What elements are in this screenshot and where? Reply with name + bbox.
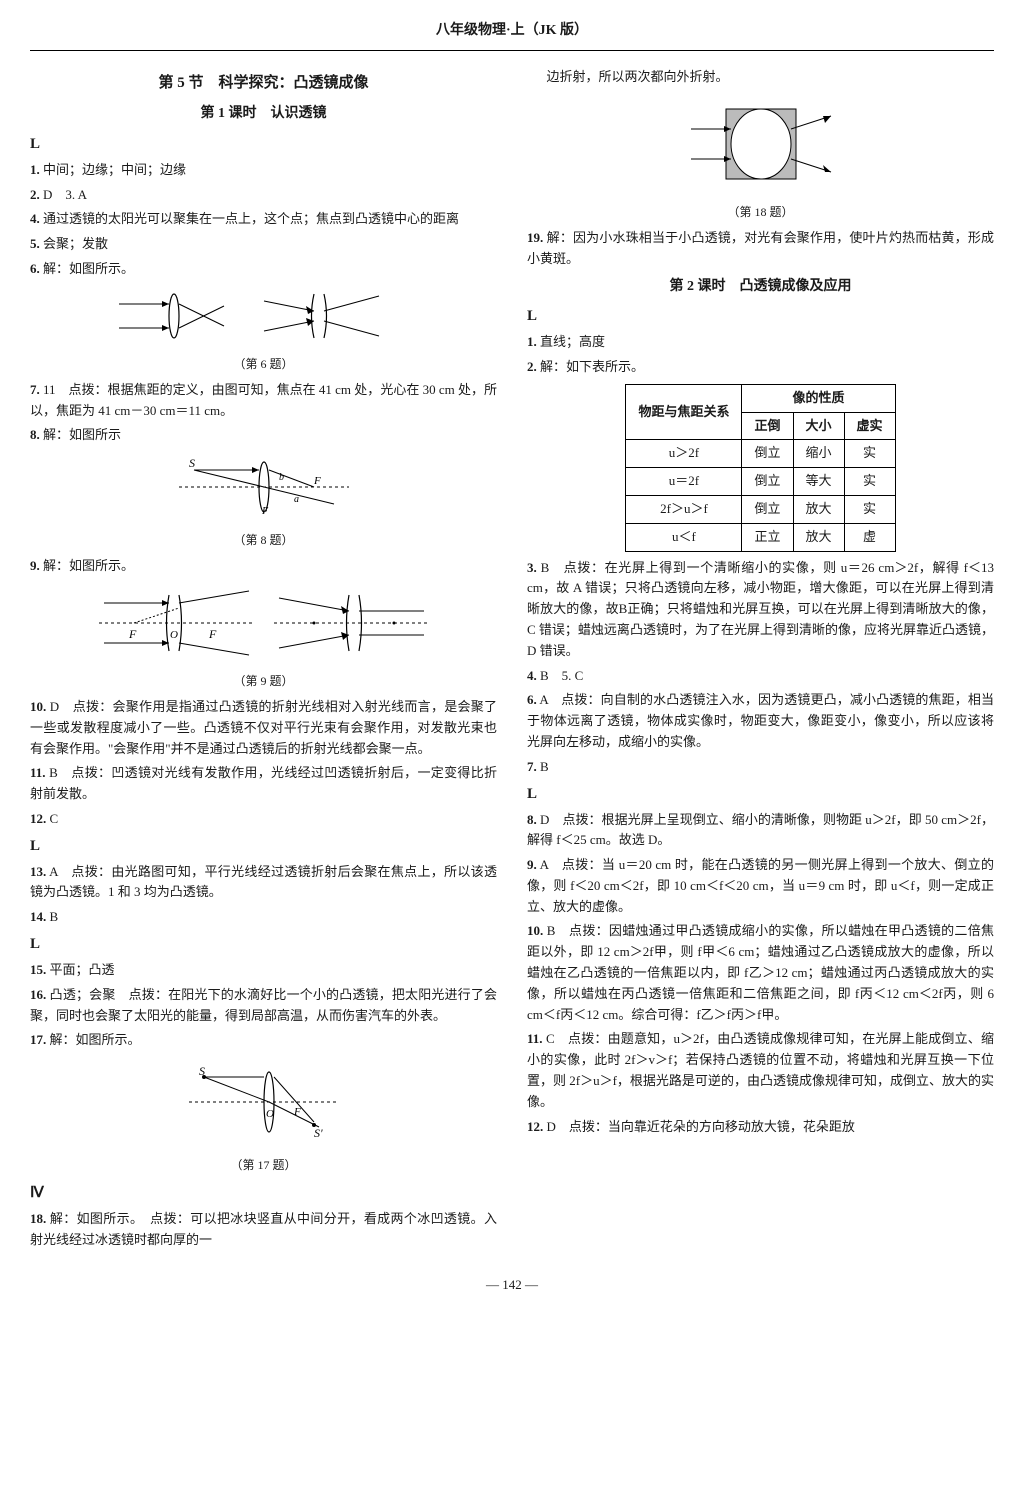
answer-item: 7. B: [527, 757, 994, 778]
table-row: 2f＞u＞f倒立放大实: [626, 495, 895, 523]
answer-item: 6. A 点拨：向自制的水凸透镜注入水，因为透镜更凸，减小凸透镜的焦距，相当于物…: [527, 690, 994, 752]
answer-item: 16. 凸透；会聚 点拨：在阳光下的水滴好比一个小的凸透镜，把太阳光进行了会聚，…: [30, 985, 497, 1027]
answer-item: 9. A 点拨：当 u＝20 cm 时，能在凸透镜的另一侧光屏上得到一个放大、倒…: [527, 855, 994, 917]
svg-text:F: F: [293, 1106, 301, 1118]
answer-item: 10. D 点拨：会聚作用是指通过凸透镜的折射光线相对入射光线而言，是会聚了一些…: [30, 697, 497, 759]
page-number: — 142 —: [30, 1275, 994, 1296]
answer-item: 4. 通过透镜的太阳光可以聚集在一点上，这个点；焦点到凸透镜中心的距离: [30, 209, 497, 230]
svg-text:b: b: [279, 472, 284, 483]
table-header: 大小: [793, 412, 844, 440]
answer-item: 6. 解：如图所示。: [30, 259, 497, 280]
two-column-layout: 第 5 节 科学探究：凸透镜成像 第 1 课时 认识透镜 L 1. 中间；边缘；…: [30, 63, 994, 1254]
figure-8: S b F a F （第 8 题）: [30, 452, 497, 550]
table-header: 正倒: [742, 412, 793, 440]
figure-9-label: （第 9 题）: [30, 672, 497, 691]
figure-6-label: （第 6 题）: [30, 355, 497, 374]
svg-text:S': S': [314, 1126, 323, 1140]
right-column: 边折射，所以两次都向外折射。 （第 18 题） 19. 解：因为小水珠相当于小凸…: [527, 63, 994, 1254]
svg-text:F: F: [128, 627, 137, 641]
table-header: 像的性质: [742, 384, 895, 412]
section-marker: L: [30, 932, 497, 956]
answer-item: 4. B 5. C: [527, 666, 994, 687]
answer-item: 5. 会聚；发散: [30, 234, 497, 255]
answer-item: 8. 解：如图所示: [30, 425, 497, 446]
answer-item: 10. B 点拨：因蜡烛通过甲凸透镜成缩小的实像，所以蜡烛在甲凸透镜的二倍焦距以…: [527, 921, 994, 1025]
answer-item: 12. C: [30, 809, 497, 830]
answer-item: 1. 直线；高度: [527, 332, 994, 353]
svg-text:F: F: [313, 475, 321, 487]
section-marker: L: [527, 304, 994, 328]
svg-text:O: O: [170, 629, 178, 641]
table-header: 物距与焦距关系: [626, 384, 742, 440]
svg-text:F: F: [261, 506, 269, 517]
svg-text:O: O: [266, 1108, 274, 1120]
answer-item: 12. D 点拨：当向靠近花朵的方向移动放大镜，花朵距放: [527, 1117, 994, 1138]
section-marker: L: [30, 132, 497, 156]
answer-item: 2. 解：如下表所示。: [527, 357, 994, 378]
section-marker: L: [30, 834, 497, 858]
figure-9: F O F （第 9 题）: [30, 583, 497, 691]
table-row: u＜f正立放大虚: [626, 523, 895, 551]
section-marker: L: [527, 782, 994, 806]
answer-item: 9. 解：如图所示。: [30, 556, 497, 577]
answer-item: 19. 解：因为小水珠相当于小凸透镜，对光有会聚作用，使叶片灼热而枯黄，形成小黄…: [527, 228, 994, 270]
figure-6: （第 6 题）: [30, 286, 497, 374]
svg-text:F: F: [208, 627, 217, 641]
lesson2-title: 第 2 课时 凸透镜成像及应用: [527, 276, 994, 298]
figure-18: （第 18 题）: [527, 94, 994, 222]
section-marker: Ⅳ: [30, 1181, 497, 1205]
answer-item: 17. 解：如图所示。: [30, 1030, 497, 1051]
figure-8-label: （第 8 题）: [30, 531, 497, 550]
answer-item: 15. 平面；凸透: [30, 960, 497, 981]
table-header: 虚实: [844, 412, 895, 440]
section-title: 第 5 节 科学探究：凸透镜成像: [30, 71, 497, 95]
svg-text:a: a: [294, 494, 299, 505]
answer-item: 3. B 点拨：在光屏上得到一个清晰缩小的实像，则 u＝26 cm＞2f，解得 …: [527, 558, 994, 662]
figure-18-label: （第 18 题）: [527, 203, 994, 222]
page-header: 八年级物理·上（JK 版）: [30, 20, 994, 51]
left-column: 第 5 节 科学探究：凸透镜成像 第 1 课时 认识透镜 L 1. 中间；边缘；…: [30, 63, 497, 1254]
image-properties-table: 物距与焦距关系 像的性质 正倒 大小 虚实 u＞2f倒立缩小实 u＝2f倒立等大…: [625, 384, 895, 552]
table-row: u＞2f倒立缩小实: [626, 440, 895, 468]
svg-text:S: S: [189, 456, 195, 470]
answer-item: 1. 中间；边缘；中间；边缘: [30, 160, 497, 181]
answer-item: 18. 解：如图所示。 点拨：可以把冰块竖直从中间分开，看成两个冰凹透镜。入射光…: [30, 1209, 497, 1251]
continuation-text: 边折射，所以两次都向外折射。: [527, 67, 994, 88]
table-row: u＝2f倒立等大实: [626, 468, 895, 496]
answer-item: 11. B 点拨：凹透镜对光线有发散作用，光线经过凹透镜折射后，一定变得比折射前…: [30, 763, 497, 805]
answer-item: 14. B: [30, 907, 497, 928]
answer-item: 11. C 点拨：由题意知，u＞2f，由凸透镜成像规律可知，在光屏上能成倒立、缩…: [527, 1029, 994, 1112]
answer-item: 8. D 点拨：根据光屏上呈现倒立、缩小的清晰像，则物距 u＞2f，即 50 c…: [527, 810, 994, 852]
figure-17-label: （第 17 题）: [30, 1156, 497, 1175]
lesson1-title: 第 1 课时 认识透镜: [30, 103, 497, 125]
answer-item: 2. D 3. A: [30, 185, 497, 206]
answer-item: 13. A 点拨：由光路图可知，平行光线经过透镜折射后会聚在焦点上，所以该透镜为…: [30, 862, 497, 904]
figure-17: S O F S' （第 17 题）: [30, 1057, 497, 1175]
answer-item: 7. 11 点拨：根据焦距的定义，由图可知，焦点在 41 cm 处，光心在 30…: [30, 380, 497, 422]
